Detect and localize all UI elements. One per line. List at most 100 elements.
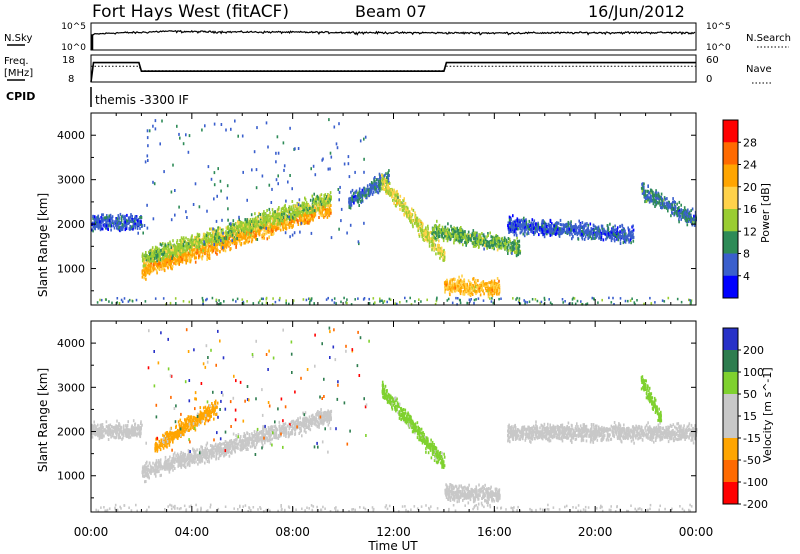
power-scatter-cell bbox=[225, 245, 228, 249]
power-scatter-cell bbox=[174, 246, 177, 250]
power-scatter-cell bbox=[154, 261, 156, 265]
power-scatter-cell bbox=[208, 253, 211, 257]
power-scatter-cell bbox=[228, 229, 230, 233]
power-scatter-cell bbox=[574, 223, 577, 227]
power-scatter-cell bbox=[570, 223, 572, 227]
power-scatter-cell bbox=[457, 279, 459, 283]
power-scatter-cell bbox=[464, 235, 466, 239]
nave-tick-top: 60 bbox=[706, 55, 719, 66]
sky-trace bbox=[90, 29, 696, 51]
power-scatter-cell bbox=[264, 216, 267, 220]
power-scatter-cell bbox=[607, 228, 610, 232]
power-scatter-cell bbox=[526, 226, 528, 230]
power-scatter-cell bbox=[491, 281, 493, 285]
power-scatter-cell bbox=[492, 237, 495, 241]
power-scatter-cell bbox=[609, 222, 611, 226]
power-scatter-cell bbox=[239, 229, 241, 233]
power-scatter-cell bbox=[250, 236, 253, 240]
power-scatter-cell bbox=[178, 261, 181, 265]
power-scatter-cell bbox=[236, 231, 239, 234]
power-scatter-cell bbox=[570, 220, 572, 224]
power-scatter-cell bbox=[156, 250, 158, 254]
power-scatter-cell bbox=[414, 221, 416, 225]
power-scatter-cell bbox=[305, 207, 307, 211]
power-scatter-cell bbox=[93, 226, 96, 230]
power-scatter-cell bbox=[443, 254, 446, 258]
power-scatter-cell bbox=[482, 280, 485, 284]
power-scatter-cell bbox=[304, 221, 307, 225]
power-scatter-cell bbox=[262, 232, 265, 236]
power-scatter-cell bbox=[551, 233, 553, 237]
power-scatter-cell bbox=[167, 245, 169, 249]
power-scatter-cell bbox=[493, 242, 496, 246]
power-scatter-cell bbox=[302, 210, 305, 214]
power-scatter-cell bbox=[150, 259, 152, 263]
power-scatter-cell bbox=[541, 227, 543, 231]
power-scatter-cell bbox=[237, 230, 240, 234]
power-scatter-cell bbox=[476, 240, 479, 244]
power-scatter-cell bbox=[290, 205, 293, 209]
power-scatter-cell bbox=[198, 254, 200, 258]
power-scatter-cell bbox=[461, 280, 463, 284]
power-scatter-cell bbox=[585, 229, 588, 232]
power-scatter-cell bbox=[398, 201, 401, 205]
power-scatter-cell bbox=[194, 248, 197, 252]
power-scatter-cell bbox=[348, 200, 350, 204]
power-scatter-cell bbox=[169, 259, 171, 263]
power-scatter-cell bbox=[233, 232, 236, 236]
power-scatter-cell bbox=[473, 234, 476, 238]
power-scatter-cell bbox=[254, 218, 256, 222]
power-scatter-cell bbox=[323, 196, 326, 200]
power-scatter-cell bbox=[275, 228, 277, 232]
power-scatter-cell bbox=[150, 264, 152, 268]
power-scatter-cell bbox=[516, 219, 519, 223]
power-scatter-cell bbox=[403, 207, 405, 211]
power-scatter-cell bbox=[258, 230, 261, 234]
power-scatter-cell bbox=[438, 234, 441, 238]
power-scatter-cell bbox=[266, 221, 268, 225]
power-scatter-cell bbox=[506, 245, 509, 249]
power-scatter-cell bbox=[524, 225, 526, 229]
power-scatter-cell bbox=[239, 224, 242, 228]
power-scatter-cell bbox=[445, 229, 448, 233]
power-scatter-cell bbox=[307, 203, 310, 207]
power-scatter-cell bbox=[523, 216, 525, 220]
power-scatter-cell bbox=[488, 288, 490, 291]
power-scatter-cell bbox=[326, 211, 328, 215]
power-scatter-cell bbox=[461, 274, 463, 278]
power-scatter-cell bbox=[382, 177, 385, 181]
power-scatter-cell bbox=[398, 198, 401, 202]
power-scatter-cell bbox=[324, 202, 327, 206]
power-scatter-cell bbox=[424, 233, 427, 236]
power-scatter-cell bbox=[237, 221, 240, 225]
power-scatter-cell bbox=[316, 194, 319, 198]
power-scatter-cell bbox=[226, 233, 228, 237]
power-scatter-cell bbox=[510, 251, 512, 255]
power-scatter-cell bbox=[308, 208, 311, 212]
power-scatter-cell bbox=[288, 207, 290, 211]
power-scatter-cell bbox=[374, 186, 376, 189]
power-scatter-cell bbox=[148, 268, 150, 272]
power-scatter-cell bbox=[181, 247, 184, 251]
power-scatter-cell bbox=[109, 213, 112, 217]
power-scatter-cell bbox=[632, 235, 635, 239]
power-scatter-cell bbox=[506, 240, 508, 244]
sky-right-tick-top: 10^5 bbox=[706, 22, 731, 32]
power-scatter-cell bbox=[108, 216, 111, 220]
power-scatter-cell bbox=[374, 187, 376, 191]
power-scatter-cell bbox=[196, 248, 198, 252]
power-scatter-cell bbox=[538, 233, 540, 237]
power-scatter-cell bbox=[296, 203, 299, 207]
power-scatter-cell bbox=[447, 222, 449, 226]
power-scatter-cell bbox=[454, 236, 456, 239]
power-scatter-cell bbox=[484, 238, 487, 242]
power-scatter-cell bbox=[272, 220, 275, 224]
power-scatter-cell bbox=[315, 200, 317, 204]
power-scatter-cell bbox=[266, 222, 268, 226]
power-scatter-cell bbox=[297, 223, 300, 226]
power-scatter-cell bbox=[380, 180, 382, 184]
power-scatter-cell bbox=[92, 229, 94, 233]
power-scatter-cell bbox=[379, 176, 381, 180]
power-scatter-cell bbox=[366, 184, 369, 188]
power-scatter-cell bbox=[125, 227, 128, 230]
